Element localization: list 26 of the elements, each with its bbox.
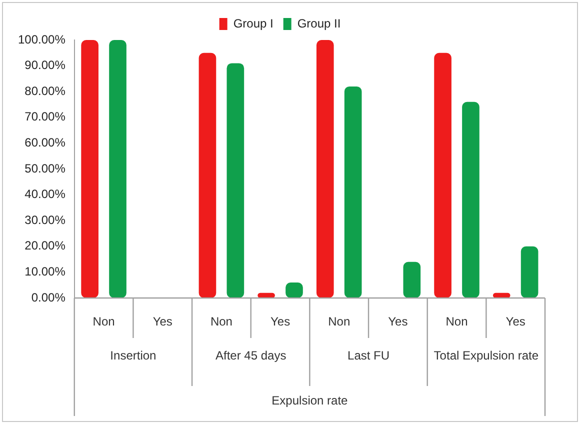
text: Expulsion rate xyxy=(272,393,348,408)
x-tick-label: Yes xyxy=(388,314,408,328)
y-tick-label: 100.00% xyxy=(18,32,66,46)
x-tick-label: Non xyxy=(446,314,468,328)
y-tick-label: 60.00% xyxy=(24,136,66,150)
x-tick-label: Non xyxy=(210,314,232,328)
y-tick-label: 0.00% xyxy=(31,290,66,304)
x-tick-label: Non xyxy=(328,314,350,328)
x-tick-label: Yes xyxy=(506,314,526,328)
y-tick-label: 90.00% xyxy=(24,58,66,72)
y-tick-label: 80.00% xyxy=(24,84,66,98)
text: Total Expulsion rate xyxy=(434,348,539,362)
x-tick-label: Yes xyxy=(152,314,172,328)
legend-label: Group II xyxy=(297,16,341,30)
y-tick-label: 20.00% xyxy=(24,238,66,253)
x-tick-label: Non xyxy=(92,314,115,328)
y-tick-label: 70.00% xyxy=(24,110,66,124)
y-tick-label: 30.00% xyxy=(24,212,66,227)
text: Insertion xyxy=(110,348,156,362)
x-tick-label: Yes xyxy=(270,314,290,328)
legend-label: Group I xyxy=(233,16,274,30)
y-tick-label: 50.00% xyxy=(24,161,66,176)
text: After 45 days xyxy=(216,348,286,362)
text: Last FU xyxy=(348,348,390,362)
y-tick-label: 10.00% xyxy=(24,264,66,279)
y-tick-label: 40.00% xyxy=(24,187,66,202)
